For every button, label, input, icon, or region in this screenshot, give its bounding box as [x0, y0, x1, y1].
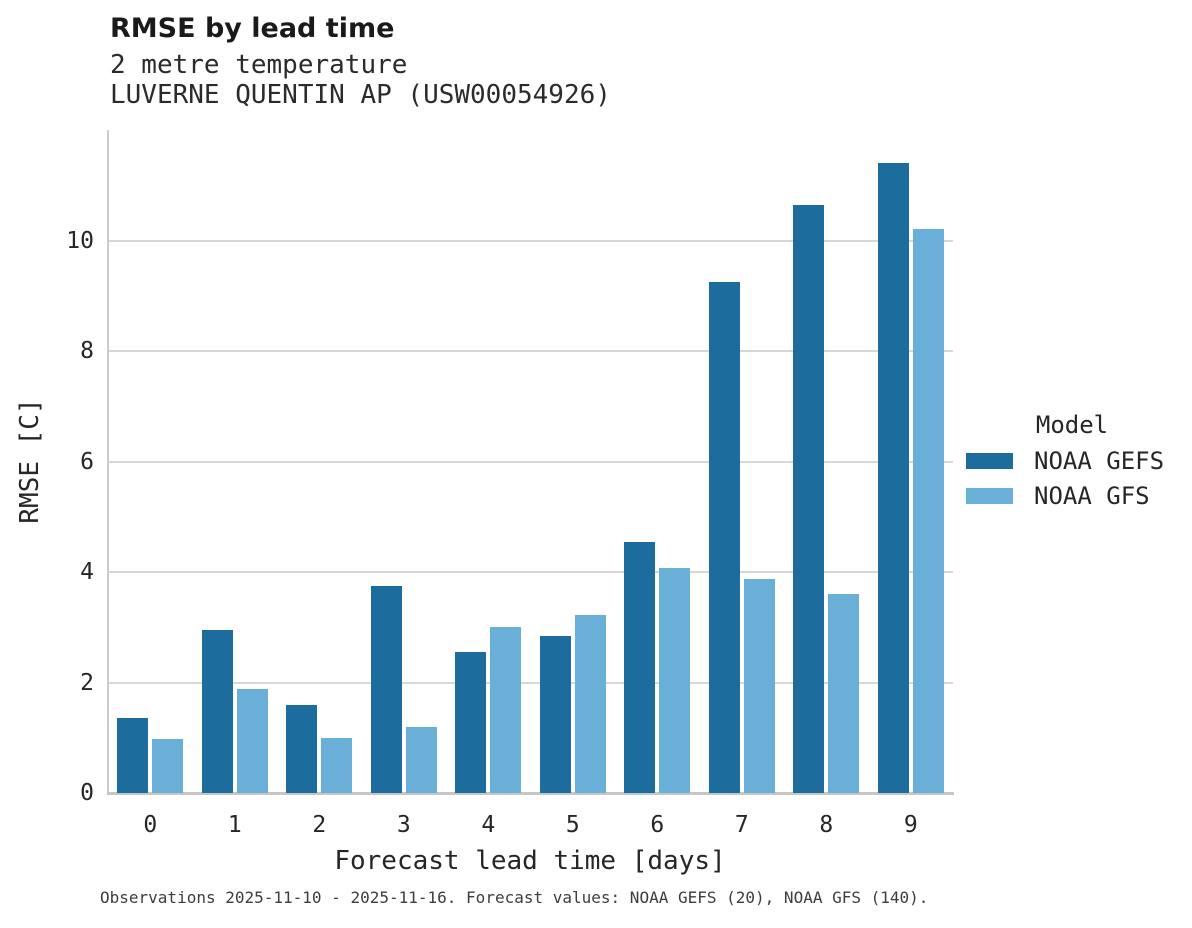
- legend-item-noaa-gfs: NOAA GFS: [966, 482, 1178, 510]
- legend-items: NOAA GEFS NOAA GFS: [966, 447, 1178, 510]
- x-tick-label-0: 0: [143, 812, 158, 838]
- legend-label-noaa-gefs: NOAA GEFS: [1034, 447, 1165, 475]
- bar-noaa-gefs-lead-0: [117, 718, 149, 793]
- x-tick-label-7: 7: [734, 812, 749, 838]
- gridline-y-8: [108, 350, 953, 352]
- bar-noaa-gefs-lead-6: [624, 541, 656, 793]
- x-tick-label-4: 4: [481, 812, 496, 838]
- bar-noaa-gfs-lead-1: [236, 689, 268, 793]
- y-tick-label-10: 10: [66, 227, 94, 254]
- y-tick-label-6: 6: [80, 448, 94, 475]
- x-tick-label-5: 5: [565, 812, 580, 838]
- chart-subtitle-variable: 2 metre temperature: [110, 50, 408, 80]
- x-tick-label-8: 8: [819, 812, 834, 838]
- bar-noaa-gfs-lead-9: [912, 229, 944, 793]
- legend-item-noaa-gefs: NOAA GEFS: [966, 447, 1178, 475]
- y-tick-label-2: 2: [80, 669, 94, 696]
- bar-noaa-gfs-lead-8: [828, 594, 860, 793]
- y-tick-label-0: 0: [80, 780, 94, 806]
- bar-noaa-gfs-lead-4: [490, 627, 522, 793]
- x-tick-label-2: 2: [312, 812, 327, 838]
- x-axis-label: Forecast lead time [days]: [334, 846, 726, 876]
- bar-noaa-gfs-lead-3: [405, 726, 437, 793]
- legend: Model NOAA GEFS NOAA GFS: [966, 410, 1178, 510]
- y-tick-label-4: 4: [80, 559, 94, 585]
- bar-noaa-gefs-lead-3: [370, 585, 402, 793]
- gridline-y-2: [108, 681, 953, 684]
- legend-label-noaa-gfs: NOAA GFS: [1034, 482, 1150, 510]
- gridline-y-4: [108, 571, 953, 573]
- bar-noaa-gfs-lead-5: [574, 615, 606, 793]
- legend-swatch-noaa-gefs: [966, 453, 1013, 469]
- gridline-y-6: [108, 460, 953, 463]
- x-tick-label-6: 6: [650, 812, 665, 838]
- bar-noaa-gefs-lead-8: [793, 204, 825, 793]
- bar-noaa-gfs-lead-7: [743, 578, 775, 793]
- x-tick-label-1: 1: [227, 812, 242, 838]
- bar-noaa-gefs-lead-5: [539, 635, 571, 793]
- y-tick-label-8: 8: [80, 338, 94, 364]
- bar-noaa-gfs-lead-0: [152, 738, 184, 793]
- bar-noaa-gefs-lead-1: [201, 630, 233, 793]
- bar-noaa-gfs-lead-6: [659, 568, 691, 793]
- gridline-y-10: [108, 239, 953, 242]
- bar-noaa-gefs-lead-2: [286, 704, 318, 793]
- legend-swatch-noaa-gfs: [966, 488, 1013, 504]
- chart-title: RMSE by lead time: [110, 13, 395, 44]
- x-axis-spine: [107, 792, 954, 795]
- legend-title: Model: [1035, 411, 1109, 439]
- y-axis-spine: [107, 130, 109, 793]
- caption: Observations 2025-11-10 - 2025-11-16. Fo…: [100, 888, 929, 907]
- bar-noaa-gefs-lead-9: [877, 163, 909, 793]
- bar-noaa-gefs-lead-4: [455, 652, 487, 793]
- bar-noaa-gefs-lead-7: [708, 281, 740, 793]
- x-tick-label-3: 3: [396, 812, 411, 838]
- chart-subtitle-station: LUVERNE QUENTIN AP (USW00054926): [110, 80, 611, 110]
- x-tick-label-9: 9: [903, 812, 918, 838]
- bar-noaa-gfs-lead-2: [321, 737, 353, 793]
- plot-area: [107, 130, 954, 795]
